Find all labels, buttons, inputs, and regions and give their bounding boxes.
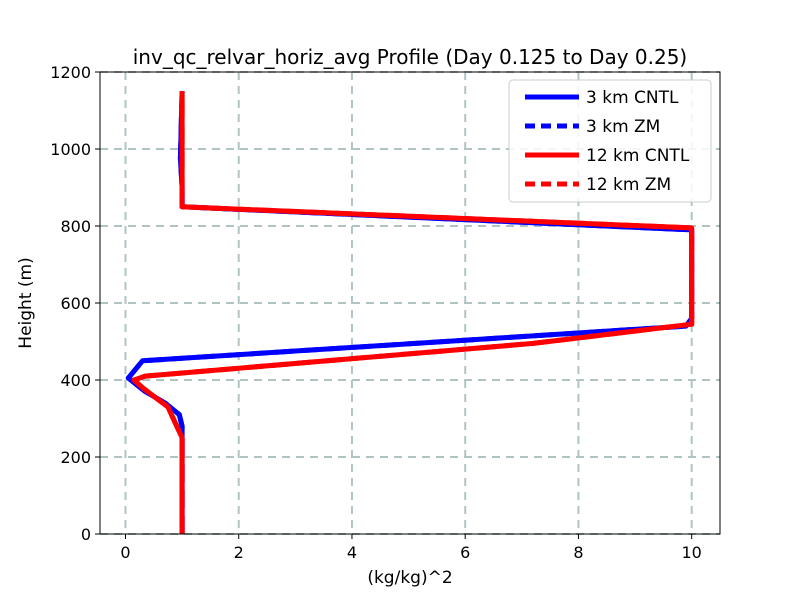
legend-label: 12 km CNTL: [586, 146, 690, 166]
y-tick-label: 200: [60, 448, 91, 467]
legend-box: [508, 79, 712, 203]
y-tick-label: 600: [60, 294, 91, 313]
y-tick-label: 1000: [50, 140, 91, 159]
legend-label: 3 km CNTL: [586, 88, 679, 108]
chart-title: inv_qc_relvar_horiz_avg Profile (Day 0.1…: [133, 45, 687, 69]
axis-ticks: 0 2 4 6 8 10 0 200 400 600 800 1000 1200: [50, 63, 702, 562]
x-tick-label: 6: [460, 543, 470, 562]
x-tick-label: 4: [347, 543, 357, 562]
legend-label: 3 km ZM: [586, 117, 660, 137]
y-axis-label: Height (m): [16, 257, 36, 348]
legend-label: 12 km ZM: [586, 175, 671, 195]
y-tick-label: 0: [81, 525, 91, 544]
x-tick-label: 0: [120, 543, 130, 562]
y-tick-label: 400: [60, 371, 91, 390]
plot-series: [125, 91, 695, 534]
x-tick-label: 10: [682, 543, 702, 562]
series-line-4: [131, 91, 695, 534]
x-tick-label: 2: [234, 543, 244, 562]
y-tick-label: 800: [60, 217, 91, 236]
y-tick-label: 1200: [50, 63, 91, 82]
legend: 3 km CNTL 3 km ZM 12 km CNTL 12 km ZM: [508, 79, 712, 203]
x-axis-label: (kg/kg)^2: [367, 568, 452, 588]
x-tick-label: 8: [573, 543, 583, 562]
